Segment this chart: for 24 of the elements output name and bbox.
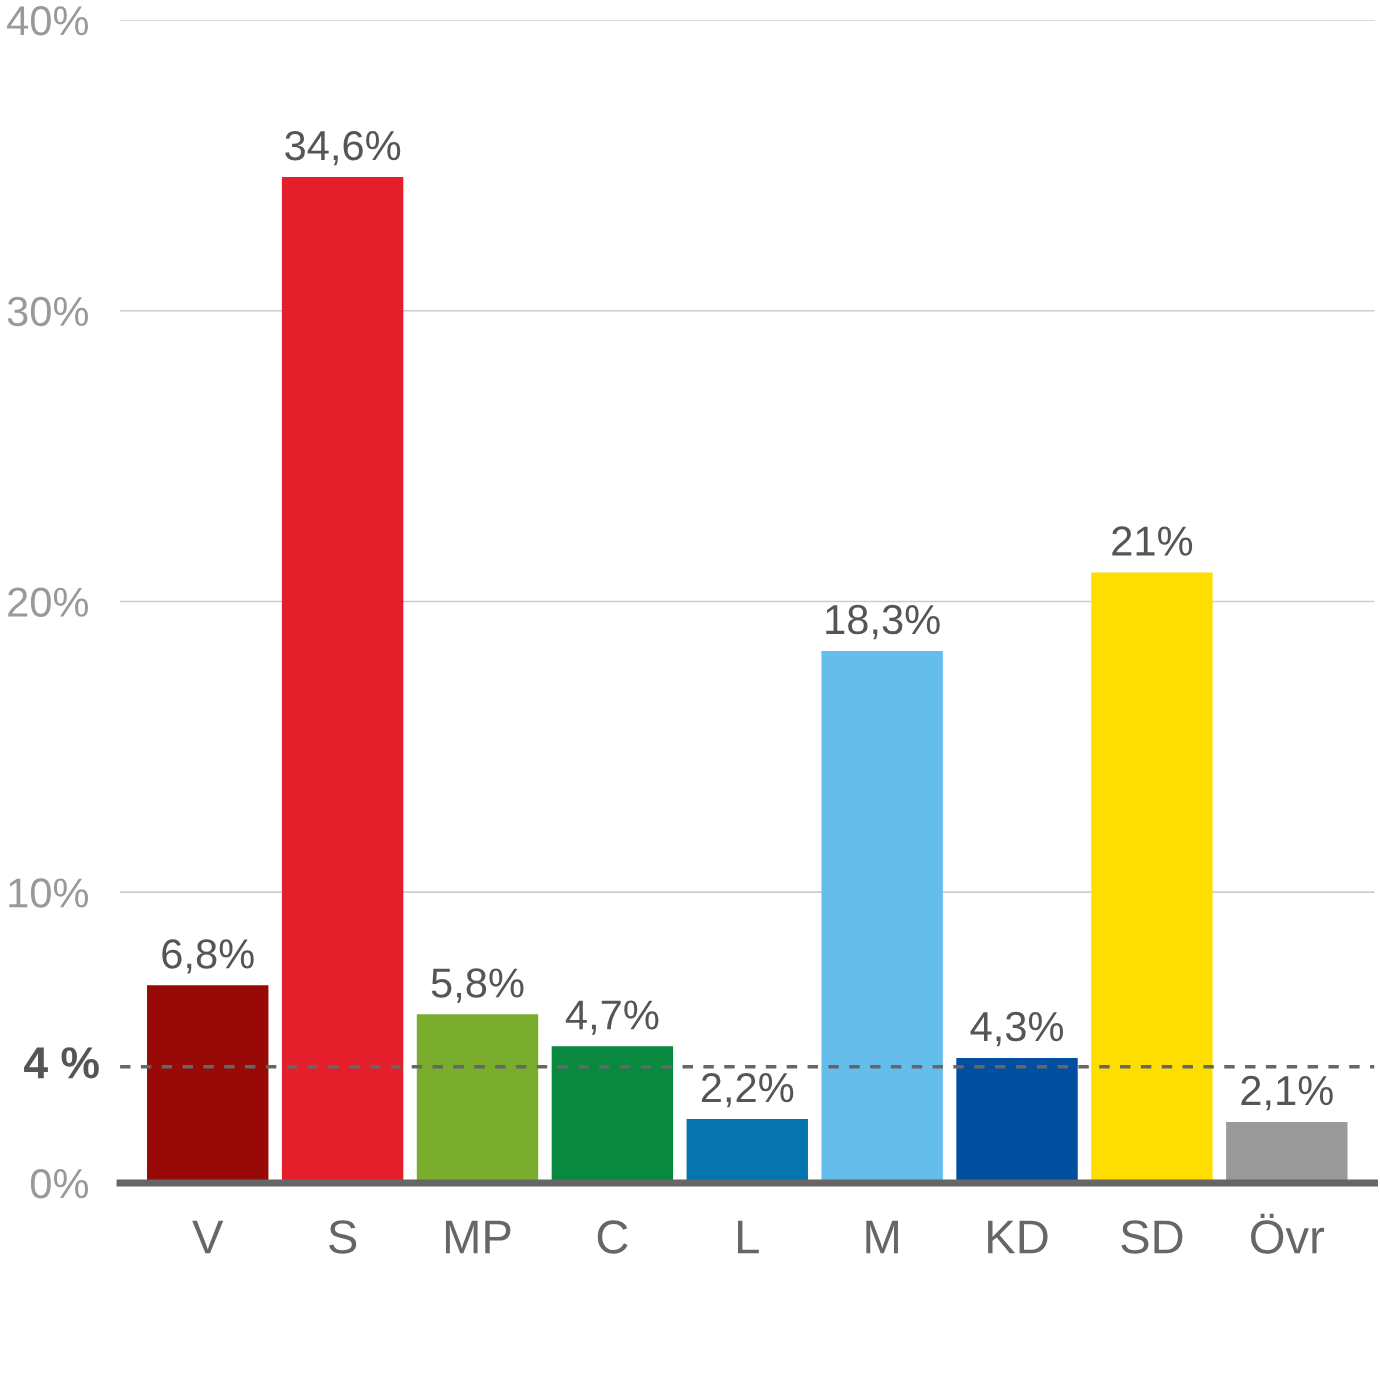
x-tick-label: S [329, 1220, 357, 1254]
ref-line-label: 4 % [24, 1047, 99, 1079]
x-tick-label: SD [1121, 1220, 1183, 1254]
data-label: 18,3% [826, 604, 940, 640]
x-tick-label: V [192, 1220, 224, 1254]
x-tick-label: MP [445, 1220, 511, 1254]
data-label: 34,6% [285, 130, 401, 166]
y-tick-label: 0% [30, 1168, 89, 1199]
data-label: 2,1% [1241, 1075, 1333, 1111]
x-tick-label: L [738, 1220, 759, 1254]
y-tick-label: 40% [7, 6, 89, 36]
data-label: 4,3% [970, 1011, 1064, 1047]
data-label: 5,8% [431, 968, 524, 1003]
data-label: 2,2% [701, 1072, 794, 1108]
data-label: 6,8% [162, 939, 254, 974]
data-label: 4,7% [565, 1000, 659, 1035]
y-tick-label: 20% [8, 587, 89, 617]
x-tick-label: Övr [1251, 1213, 1325, 1254]
data-label: 21% [1112, 526, 1193, 556]
x-tick-label: M [866, 1220, 898, 1254]
x-tick-label: C [597, 1220, 628, 1254]
y-tick-label: 30% [7, 296, 89, 327]
x-tick-label: KD [988, 1220, 1048, 1254]
y-tick-label: 10% [9, 878, 89, 908]
